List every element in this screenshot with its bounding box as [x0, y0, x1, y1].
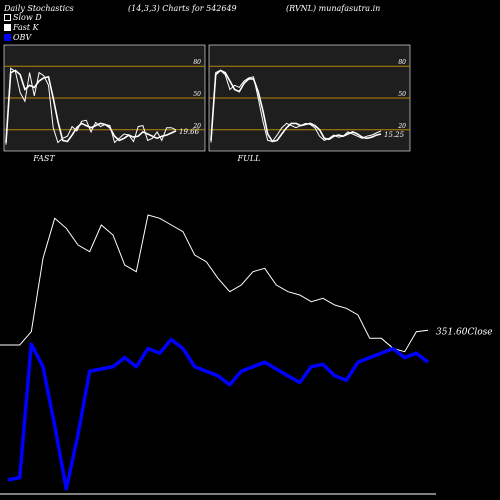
legend-fast-k: Fast K	[4, 23, 39, 32]
fast-series-fast-k	[5, 67, 177, 145]
full-level-label-50: 50	[398, 91, 406, 98]
fast-k-swatch	[4, 24, 11, 31]
legend-obv: OBV	[4, 33, 31, 42]
obv-line	[7, 337, 430, 491]
full-series-fast-k	[210, 69, 382, 143]
legend-obv-label: OBV	[13, 33, 32, 42]
legend-slow-d-label: Slow D	[13, 13, 42, 22]
obv-swatch	[4, 34, 11, 41]
legend-slow-d: Slow D	[4, 13, 42, 22]
full-series-slow-d	[210, 69, 382, 143]
full-level-label-20: 20	[397, 123, 406, 130]
close-price-line	[0, 214, 429, 353]
full-caption: FULL	[237, 154, 261, 163]
full-last-value-label: 15.25	[384, 131, 405, 139]
slow-d-swatch	[4, 14, 11, 21]
fast-level-label-20: 20	[192, 123, 201, 130]
chart-params: (14,3,3) Charts for 542649	[128, 4, 237, 13]
chart-title: Daily Stochastics	[4, 4, 74, 13]
fast-series-slow-d	[5, 69, 177, 143]
fast-level-label-50: 50	[193, 91, 201, 98]
fast-level-label-80: 80	[193, 59, 201, 66]
fast-last-value-label: 19.66	[179, 128, 200, 136]
close-value-label: 351.60Close	[436, 327, 493, 337]
chart-source: (RVNL) munafasutra.in	[286, 4, 381, 13]
legend-fast-k-label: Fast K	[13, 23, 39, 32]
full-level-label-80: 80	[398, 59, 406, 66]
fast-caption: FAST	[32, 154, 55, 163]
